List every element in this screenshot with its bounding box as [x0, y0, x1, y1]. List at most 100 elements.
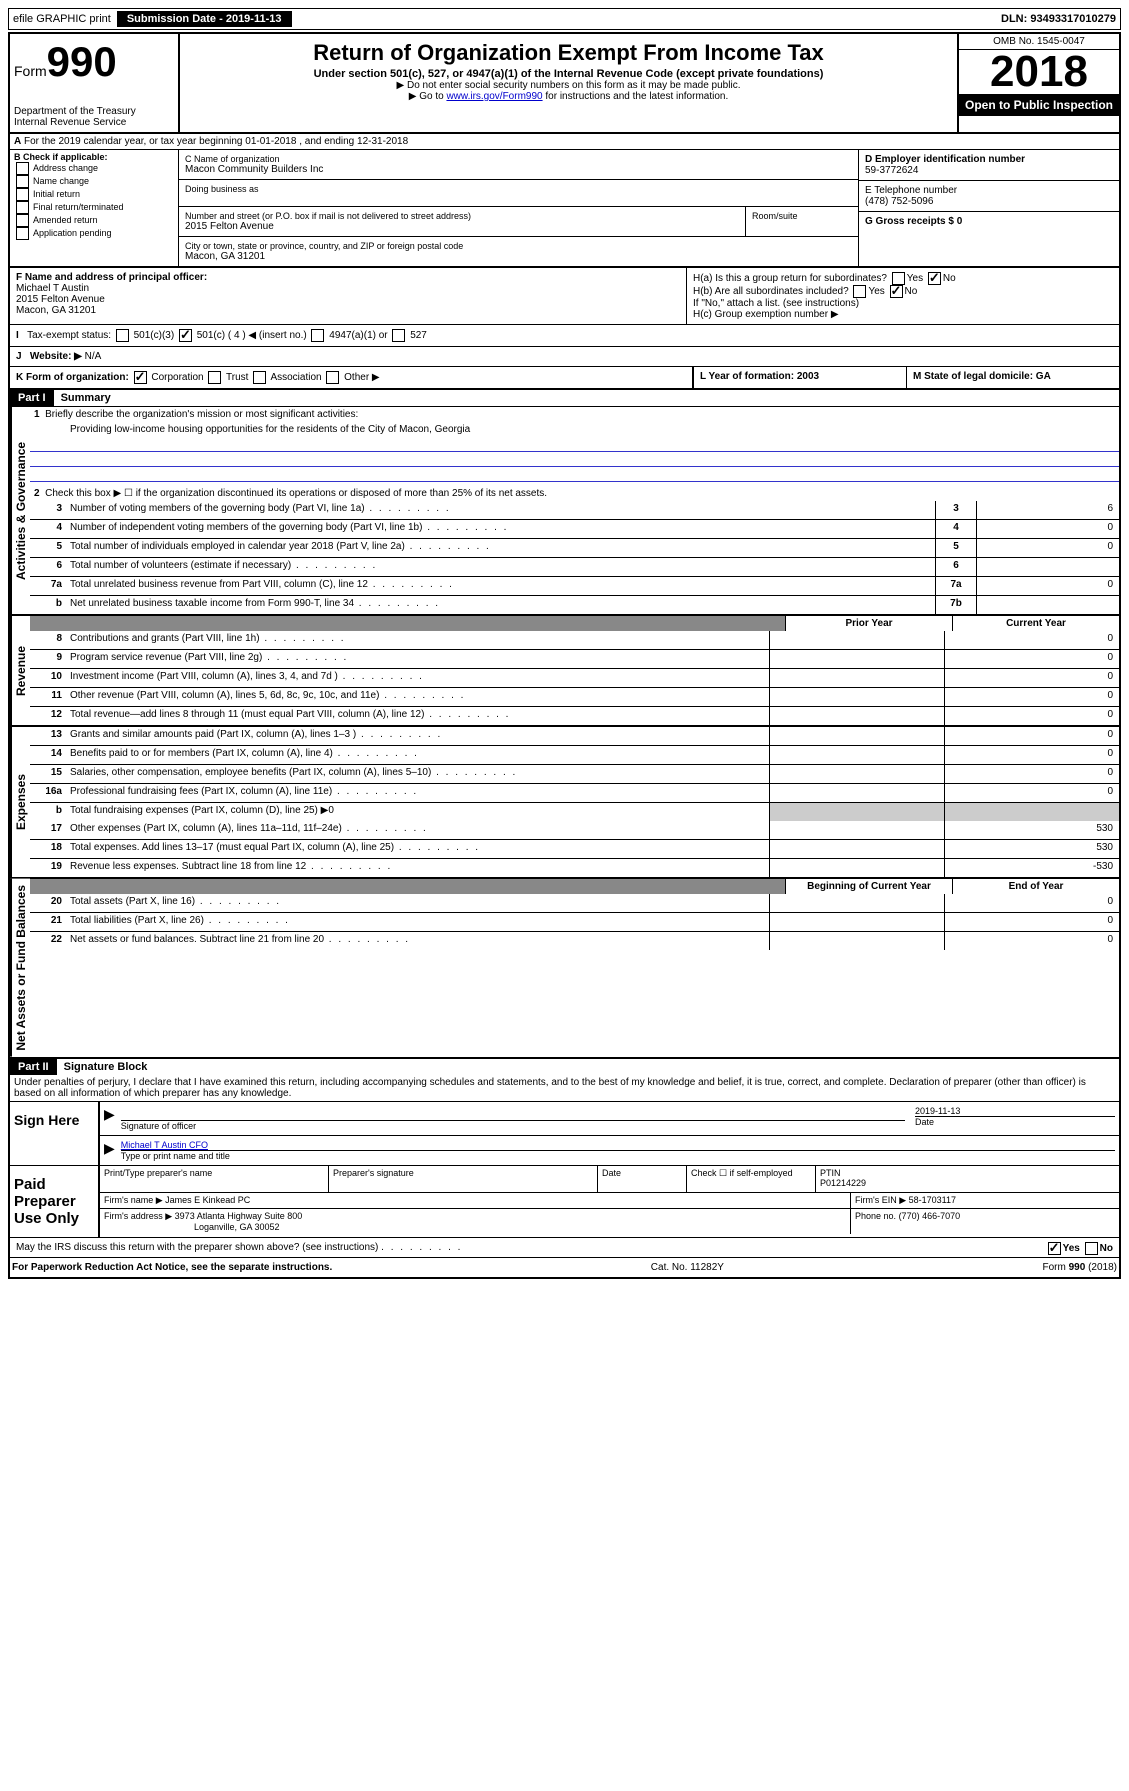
section-expenses: Expenses 13 Grants and similar amounts p…	[10, 727, 1119, 879]
blue-line	[30, 437, 1119, 452]
discuss-row: May the IRS discuss this return with the…	[10, 1237, 1119, 1257]
hb-yes-checkbox[interactable]	[853, 285, 866, 298]
col-d-right: D Employer identification number 59-3772…	[858, 150, 1119, 266]
gross-receipts: G Gross receipts $ 0	[865, 216, 962, 227]
note-goto-pre: ▶ Go to	[409, 91, 447, 102]
address-change-checkbox[interactable]	[16, 162, 29, 175]
opt-corp: Corporation	[151, 372, 203, 383]
officer-city: Macon, GA 31201	[16, 305, 96, 316]
line-num: 18	[30, 840, 66, 858]
org-name: Macon Community Builders Inc	[185, 164, 852, 175]
header-center: Return of Organization Exempt From Incom…	[180, 34, 957, 132]
ha-no-checkbox[interactable]	[928, 272, 941, 285]
phone-label: E Telephone number	[865, 185, 957, 196]
line-text: Salaries, other compensation, employee b…	[66, 765, 769, 783]
col-b-checkboxes: B Check if applicable: Address change Na…	[10, 150, 179, 266]
firm-phone-label: Phone no.	[855, 1211, 896, 1221]
discuss-yes-checkbox[interactable]	[1048, 1242, 1061, 1255]
hc-label: H(c) Group exemption number ▶	[693, 309, 1113, 320]
year-formation: L Year of formation: 2003	[700, 371, 819, 382]
part-1-header-row: Part I Summary	[10, 390, 1119, 407]
current-val: 0	[944, 650, 1119, 668]
final-return-checkbox[interactable]	[16, 201, 29, 214]
application-pending-checkbox[interactable]	[16, 227, 29, 240]
form-subtitle: Under section 501(c), 527, or 4947(a)(1)…	[184, 68, 953, 80]
opt-address-change: Address change	[33, 162, 98, 175]
paperwork-notice: For Paperwork Reduction Act Notice, see …	[12, 1262, 332, 1273]
website-value: N/A	[85, 351, 102, 362]
line-box-num: 6	[935, 558, 976, 576]
line-item: 4 Number of independent voting members o…	[30, 519, 1119, 538]
dln-label: DLN: 93493317010279	[1001, 13, 1116, 25]
line-item: 15 Salaries, other compensation, employe…	[30, 764, 1119, 783]
part-2-title: Signature Block	[60, 1059, 152, 1075]
sig-officer-label: Signature of officer	[121, 1121, 905, 1131]
officer-typed-name[interactable]: Michael T Austin CFO	[121, 1140, 208, 1150]
sig-date: 2019-11-13	[915, 1106, 960, 1116]
initial-return-checkbox[interactable]	[16, 188, 29, 201]
hb-no-checkbox[interactable]	[890, 285, 903, 298]
end-year-header: End of Year	[952, 879, 1119, 894]
discuss-no-checkbox[interactable]	[1085, 1242, 1098, 1255]
line-item: 13 Grants and similar amounts paid (Part…	[30, 727, 1119, 745]
line-item: 19 Revenue less expenses. Subtract line …	[30, 858, 1119, 877]
501c3-checkbox[interactable]	[116, 329, 129, 342]
line-16b-gray1	[769, 803, 944, 821]
opt-527: 527	[410, 330, 427, 341]
form-prefix: Form	[14, 63, 47, 79]
line-item: 21 Total liabilities (Part X, line 26) 0	[30, 912, 1119, 931]
prior-val	[769, 859, 944, 877]
current-val: -530	[944, 859, 1119, 877]
tax-year: 2018	[959, 50, 1119, 94]
col-c-org-info: C Name of organization Macon Community B…	[179, 150, 858, 266]
current-val: 0	[944, 688, 1119, 706]
firm-name-label: Firm's name ▶	[104, 1195, 163, 1205]
line-box-num: 5	[935, 539, 976, 557]
header-left: Form990 Department of the Treasury Inter…	[10, 34, 180, 132]
line-item: 3 Number of voting members of the govern…	[30, 501, 1119, 519]
section-governance: Activities & Governance 1 Briefly descri…	[10, 407, 1119, 616]
trust-checkbox[interactable]	[208, 371, 221, 384]
opt-501c: 501(c) ( 4 ) ◀ (insert no.)	[197, 330, 307, 341]
501c-checkbox[interactable]	[179, 329, 192, 342]
line-item: 7a Total unrelated business revenue from…	[30, 576, 1119, 595]
527-checkbox[interactable]	[392, 329, 405, 342]
line-item: 8 Contributions and grants (Part VIII, l…	[30, 631, 1119, 649]
line-item: 22 Net assets or fund balances. Subtract…	[30, 931, 1119, 950]
part-1-badge: Part I	[10, 390, 54, 406]
line-box-num: 4	[935, 520, 976, 538]
blue-line	[30, 467, 1119, 482]
assoc-checkbox[interactable]	[253, 371, 266, 384]
other-checkbox[interactable]	[326, 371, 339, 384]
opt-amended-return: Amended return	[33, 214, 98, 227]
name-change-checkbox[interactable]	[16, 175, 29, 188]
line-item: 6 Total number of volunteers (estimate i…	[30, 557, 1119, 576]
amended-return-checkbox[interactable]	[16, 214, 29, 227]
line-text: Benefits paid to or for members (Part IX…	[66, 746, 769, 764]
org-name-label: C Name of organization	[185, 154, 852, 164]
vlabel-net: Net Assets or Fund Balances	[10, 879, 30, 1057]
row-f-h: F Name and address of principal officer:…	[10, 268, 1119, 325]
street-label: Number and street (or P.O. box if mail i…	[185, 211, 739, 221]
line-num: 10	[30, 669, 66, 687]
current-val: 0	[944, 784, 1119, 802]
line-num: 15	[30, 765, 66, 783]
form990-link[interactable]: www.irs.gov/Form990	[446, 91, 542, 102]
line-num: 7a	[30, 577, 66, 595]
line-box-val	[976, 596, 1119, 614]
line-item: 18 Total expenses. Add lines 13–17 (must…	[30, 839, 1119, 858]
tax-status-label: Tax-exempt status:	[27, 330, 111, 341]
firm-phone: (770) 466-7070	[899, 1211, 961, 1221]
corp-checkbox[interactable]	[134, 371, 147, 384]
ein-label: D Employer identification number	[865, 154, 1025, 165]
submission-date-button[interactable]: Submission Date - 2019-11-13	[117, 11, 292, 27]
line-item: 9 Program service revenue (Part VIII, li…	[30, 649, 1119, 668]
line-box-val: 6	[976, 501, 1119, 519]
line-item: 12 Total revenue—add lines 8 through 11 …	[30, 706, 1119, 725]
4947-checkbox[interactable]	[311, 329, 324, 342]
line-num: 14	[30, 746, 66, 764]
prior-val	[769, 894, 944, 912]
line-text: Grants and similar amounts paid (Part IX…	[66, 727, 769, 745]
line-num: 16a	[30, 784, 66, 802]
current-year-header: Current Year	[952, 616, 1119, 631]
